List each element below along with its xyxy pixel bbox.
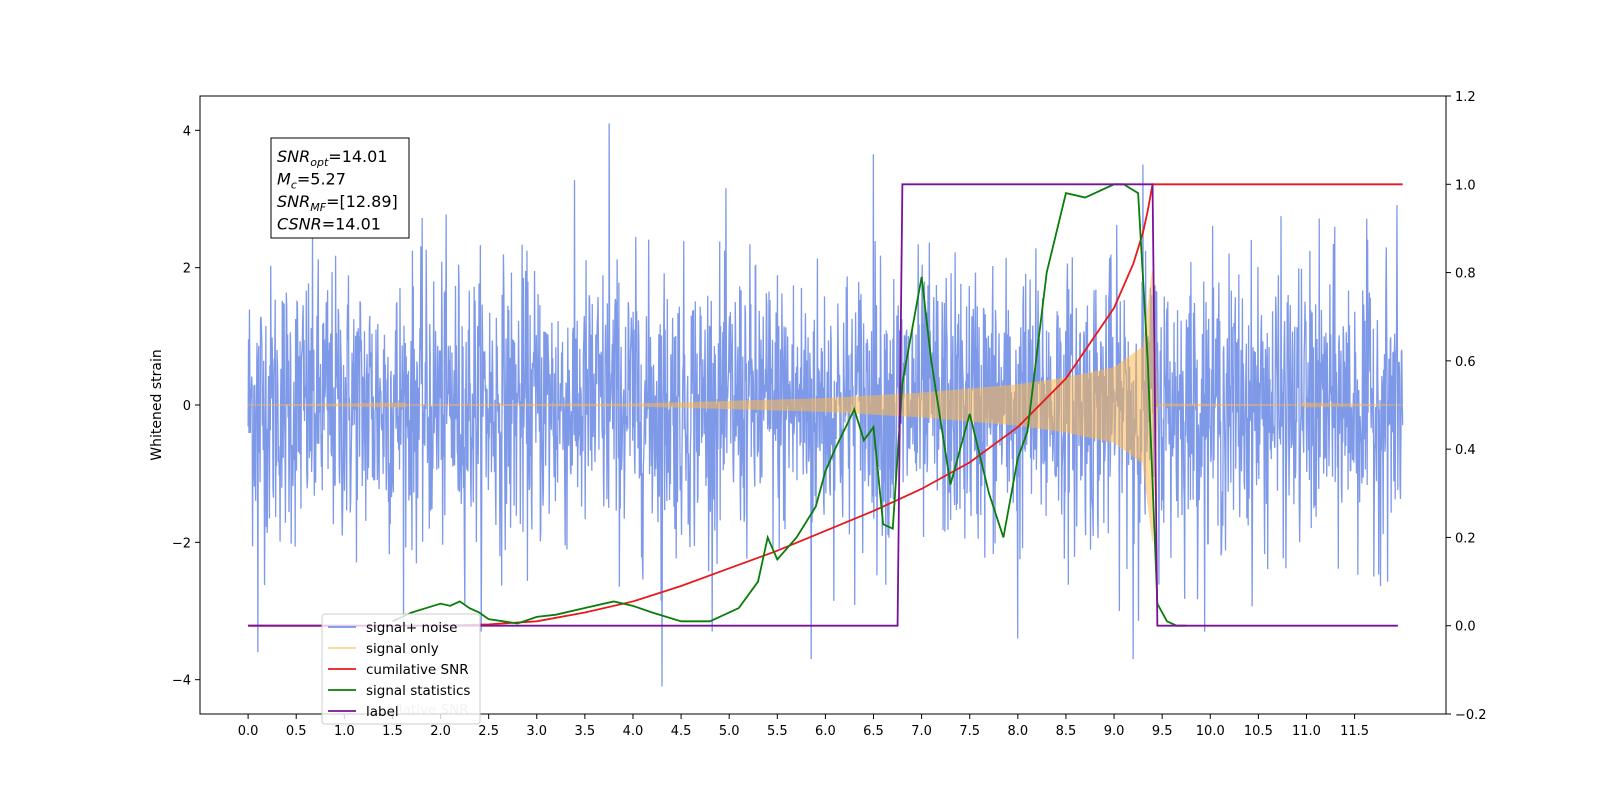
legend-entry: signal+ noise — [366, 620, 457, 636]
x-tick-label: 2.5 — [478, 724, 499, 739]
y2-tick-label: 1.0 — [1455, 178, 1476, 193]
y2-tick-label: 0.0 — [1455, 620, 1476, 635]
x-tick-label: 2.0 — [430, 724, 451, 739]
annotation-line: SNRopt=14.01 — [277, 147, 388, 169]
y-tick-label: 2 — [183, 262, 191, 277]
plot-area — [247, 123, 1404, 687]
x-tick-label: 5.0 — [719, 724, 740, 739]
y-tick-label: 4 — [183, 124, 191, 139]
y-axis-label: Whitened strain — [149, 349, 165, 460]
legend-entry: signal only — [366, 641, 439, 657]
x-tick-label: 9.5 — [1152, 724, 1173, 739]
y-tick-label: 0 — [183, 399, 191, 414]
x-tick-label: 7.5 — [959, 724, 980, 739]
y2-tick-label: 0.6 — [1455, 355, 1476, 370]
series-signal-statistics — [392, 183, 1187, 627]
x-tick-label: 1.0 — [334, 724, 355, 739]
annotation-box: SNRopt=14.01Mc=5.27SNRMF=[12.89]CSNR=14.… — [270, 137, 410, 239]
legend-entry: cumilative SNR — [366, 662, 469, 678]
x-tick-label: 1.5 — [382, 724, 403, 739]
x-tick-label: 9.0 — [1104, 724, 1125, 739]
series-cumilative-snr — [248, 183, 1403, 627]
legend-entry: label — [366, 704, 399, 720]
y-tick-label: −4 — [172, 674, 191, 689]
x-tick-label: 6.5 — [863, 724, 884, 739]
y2-tick-label: 0.8 — [1455, 267, 1476, 282]
x-tick-label: 11.5 — [1340, 724, 1369, 739]
y-tick-label: −2 — [172, 536, 191, 551]
legend-entry: signal statistics — [366, 683, 470, 699]
series-signal-noise — [247, 123, 1404, 687]
axes: 0.0 0.5 1.0 1.5 2.0 2.5 3.0 3.5 4.0 4.5 5.0 5.5 6.0 6… — [149, 90, 1487, 739]
x-tick-label: 11.0 — [1292, 724, 1321, 739]
x-tick-label: 10.5 — [1244, 724, 1273, 739]
legend-frame — [321, 613, 481, 725]
annotation-line: SNRMF=[12.89] — [277, 192, 398, 214]
annotation-line: CSNR=14.01 — [277, 215, 381, 234]
x-tick-label: 8.0 — [1007, 724, 1028, 739]
y2-tick-label: 0.2 — [1455, 531, 1476, 546]
x-tick-label: 10.0 — [1196, 724, 1225, 739]
series-signal-only — [248, 270, 1403, 542]
y2-tick-label: 0.4 — [1455, 443, 1476, 458]
x-tick-label: 6.0 — [815, 724, 836, 739]
x-tick-label: 4.5 — [671, 724, 692, 739]
x-tick-label: 4.0 — [623, 724, 644, 739]
y2-tick-label: 1.2 — [1455, 90, 1476, 105]
x-tick-label: 7.0 — [911, 724, 932, 739]
x-tick-label: 8.5 — [1056, 724, 1077, 739]
x-tick-label: 0.5 — [286, 724, 307, 739]
annotation-line: Mc=5.27 — [277, 170, 346, 192]
x-tick-label: 0.0 — [238, 724, 259, 739]
y2-tick-label: −0.2 — [1455, 708, 1487, 723]
x-tick-label: 3.5 — [575, 724, 596, 739]
annotation-frame — [270, 137, 410, 239]
x-tick-label: 5.5 — [767, 724, 788, 739]
series-label — [248, 183, 1398, 627]
x-tick-label: 3.0 — [526, 724, 547, 739]
